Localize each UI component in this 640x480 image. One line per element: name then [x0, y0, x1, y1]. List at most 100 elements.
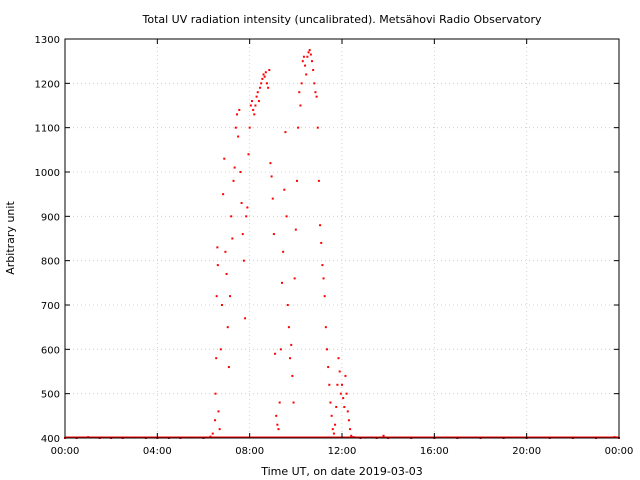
- data-point: [323, 295, 326, 298]
- data-point: [265, 82, 268, 85]
- data-point: [295, 179, 298, 182]
- data-point: [250, 100, 253, 103]
- data-point: [334, 423, 337, 426]
- data-point: [268, 69, 271, 72]
- data-point: [310, 60, 313, 63]
- tick-labels: 400 500 600 700 800 900 1000 1100 1200 1300 00:00 0…: [35, 35, 634, 457]
- data-point: [309, 53, 312, 56]
- data-point: [231, 237, 234, 240]
- data-point: [244, 317, 247, 320]
- data-point: [271, 197, 274, 200]
- data-point: [229, 295, 232, 298]
- data-point: [269, 162, 272, 165]
- data-point: [242, 259, 245, 262]
- data-point: [253, 113, 256, 116]
- data-point: [291, 374, 294, 377]
- data-point: [285, 215, 288, 218]
- data-point: [216, 246, 219, 249]
- data-point: [302, 55, 305, 58]
- data-point: [252, 108, 255, 111]
- data-point: [237, 135, 240, 138]
- grid-lines: [65, 39, 619, 438]
- data-point: [301, 60, 304, 63]
- axis-ticks: [64, 38, 620, 439]
- data-point: [349, 428, 352, 431]
- data-point: [226, 326, 229, 329]
- x-tick-label: 20:00: [512, 446, 541, 457]
- y-tick-label: 1300: [35, 35, 60, 46]
- data-point: [342, 397, 345, 400]
- data-point: [344, 374, 347, 377]
- data-point: [211, 432, 214, 435]
- y-tick-label: 1100: [35, 124, 60, 135]
- data-point: [346, 410, 349, 413]
- data-point: [294, 228, 297, 231]
- data-point: [270, 175, 273, 178]
- data-point: [331, 428, 334, 431]
- data-point: [328, 383, 331, 386]
- y-tick-label: 600: [41, 345, 60, 356]
- data-point: [272, 233, 275, 236]
- data-point: [240, 202, 243, 205]
- x-tick-label: 16:00: [420, 446, 449, 457]
- data-point: [217, 410, 220, 413]
- data-point: [350, 434, 353, 437]
- data-point: [225, 272, 228, 275]
- data-point: [263, 75, 266, 78]
- data-point: [325, 348, 328, 351]
- y-axis-label: Arbitrary unit: [4, 201, 17, 275]
- data-point: [278, 401, 281, 404]
- data-point: [222, 193, 225, 196]
- data-point: [220, 304, 223, 306]
- data-point: [261, 77, 264, 80]
- data-point: [249, 104, 252, 107]
- data-point: [347, 419, 350, 422]
- x-tick-label: 08:00: [235, 446, 264, 457]
- data-point: [339, 392, 342, 395]
- data-point: [298, 91, 301, 94]
- data-point: [282, 250, 285, 253]
- data-point: [343, 405, 346, 408]
- data-point: [233, 166, 236, 169]
- data-point: [214, 419, 217, 422]
- data-point: [239, 171, 242, 173]
- data-point: [224, 250, 227, 253]
- data-point: [235, 113, 238, 116]
- data-point: [246, 206, 249, 209]
- data-point: [322, 277, 325, 280]
- data-point: [319, 224, 322, 227]
- data-point: [257, 100, 260, 103]
- plot-frame: [64, 38, 620, 439]
- data-point: [215, 295, 218, 298]
- data-point: [247, 153, 250, 156]
- x-tick-label: 12:00: [328, 446, 357, 457]
- y-tick-label: 1000: [35, 168, 60, 179]
- chart-title: Total UV radiation intensity (uncalibrat…: [142, 13, 542, 26]
- data-point: [238, 108, 241, 111]
- y-tick-label: 1200: [35, 79, 60, 90]
- data-point: [216, 264, 219, 267]
- data-point: [329, 401, 332, 404]
- data-point: [320, 241, 323, 244]
- x-tick-label: 04:00: [143, 446, 172, 457]
- data-point: [219, 348, 222, 351]
- data-point: [264, 71, 267, 74]
- data-point: [293, 277, 296, 280]
- data-point: [256, 91, 259, 94]
- data-point: [292, 401, 295, 404]
- y-tick-label: 800: [41, 257, 60, 268]
- data-point: [241, 233, 244, 236]
- data-point: [275, 414, 278, 417]
- x-tick-label: 00:00: [605, 446, 634, 457]
- data-point: [330, 414, 333, 417]
- data-point: [312, 69, 315, 72]
- data-point: [234, 126, 237, 129]
- data-point: [315, 95, 318, 98]
- data-point: [227, 366, 230, 369]
- data-point: [286, 304, 289, 306]
- data-point: [337, 357, 340, 360]
- data-point: [223, 157, 226, 160]
- data-point: [232, 179, 235, 182]
- data-point: [255, 95, 258, 98]
